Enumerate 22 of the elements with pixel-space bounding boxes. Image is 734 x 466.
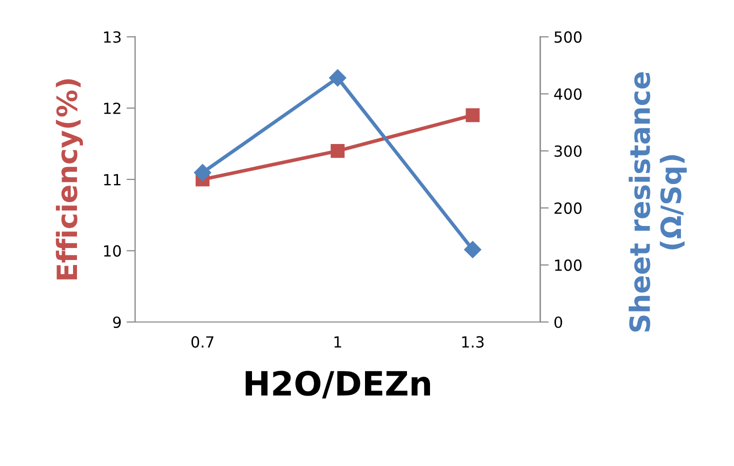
x-tick-label: 1 (334, 336, 342, 348)
y2-axis-title: Sheet resistance (Ω/Sq) (628, 72, 687, 332)
y2-tick-label: 400 (554, 88, 582, 100)
y2-tick-label: 200 (554, 202, 582, 214)
y2-tick-label: 500 (554, 31, 582, 43)
point (464, 241, 482, 258)
point (329, 69, 346, 86)
y-tick-label: 10 (104, 245, 121, 257)
y-tick-label: 11 (104, 174, 120, 186)
y2-tick-label: 0 (554, 316, 562, 328)
x-tick-label: 1.3 (462, 336, 484, 348)
point (194, 164, 212, 182)
y-tick-label: 9 (113, 316, 121, 328)
x-tick-label: 0.7 (191, 336, 214, 348)
y-tick-label: 12 (104, 102, 120, 114)
point (330, 144, 345, 158)
y-tick-label: 13 (104, 31, 121, 43)
point (466, 108, 480, 122)
x-axis-title: H2O/DEZn (246, 370, 430, 399)
y-axis-title: Efficiency(%) (56, 79, 83, 280)
y2-tick-label: 300 (554, 145, 582, 157)
y2-tick-label: 100 (555, 259, 582, 271)
